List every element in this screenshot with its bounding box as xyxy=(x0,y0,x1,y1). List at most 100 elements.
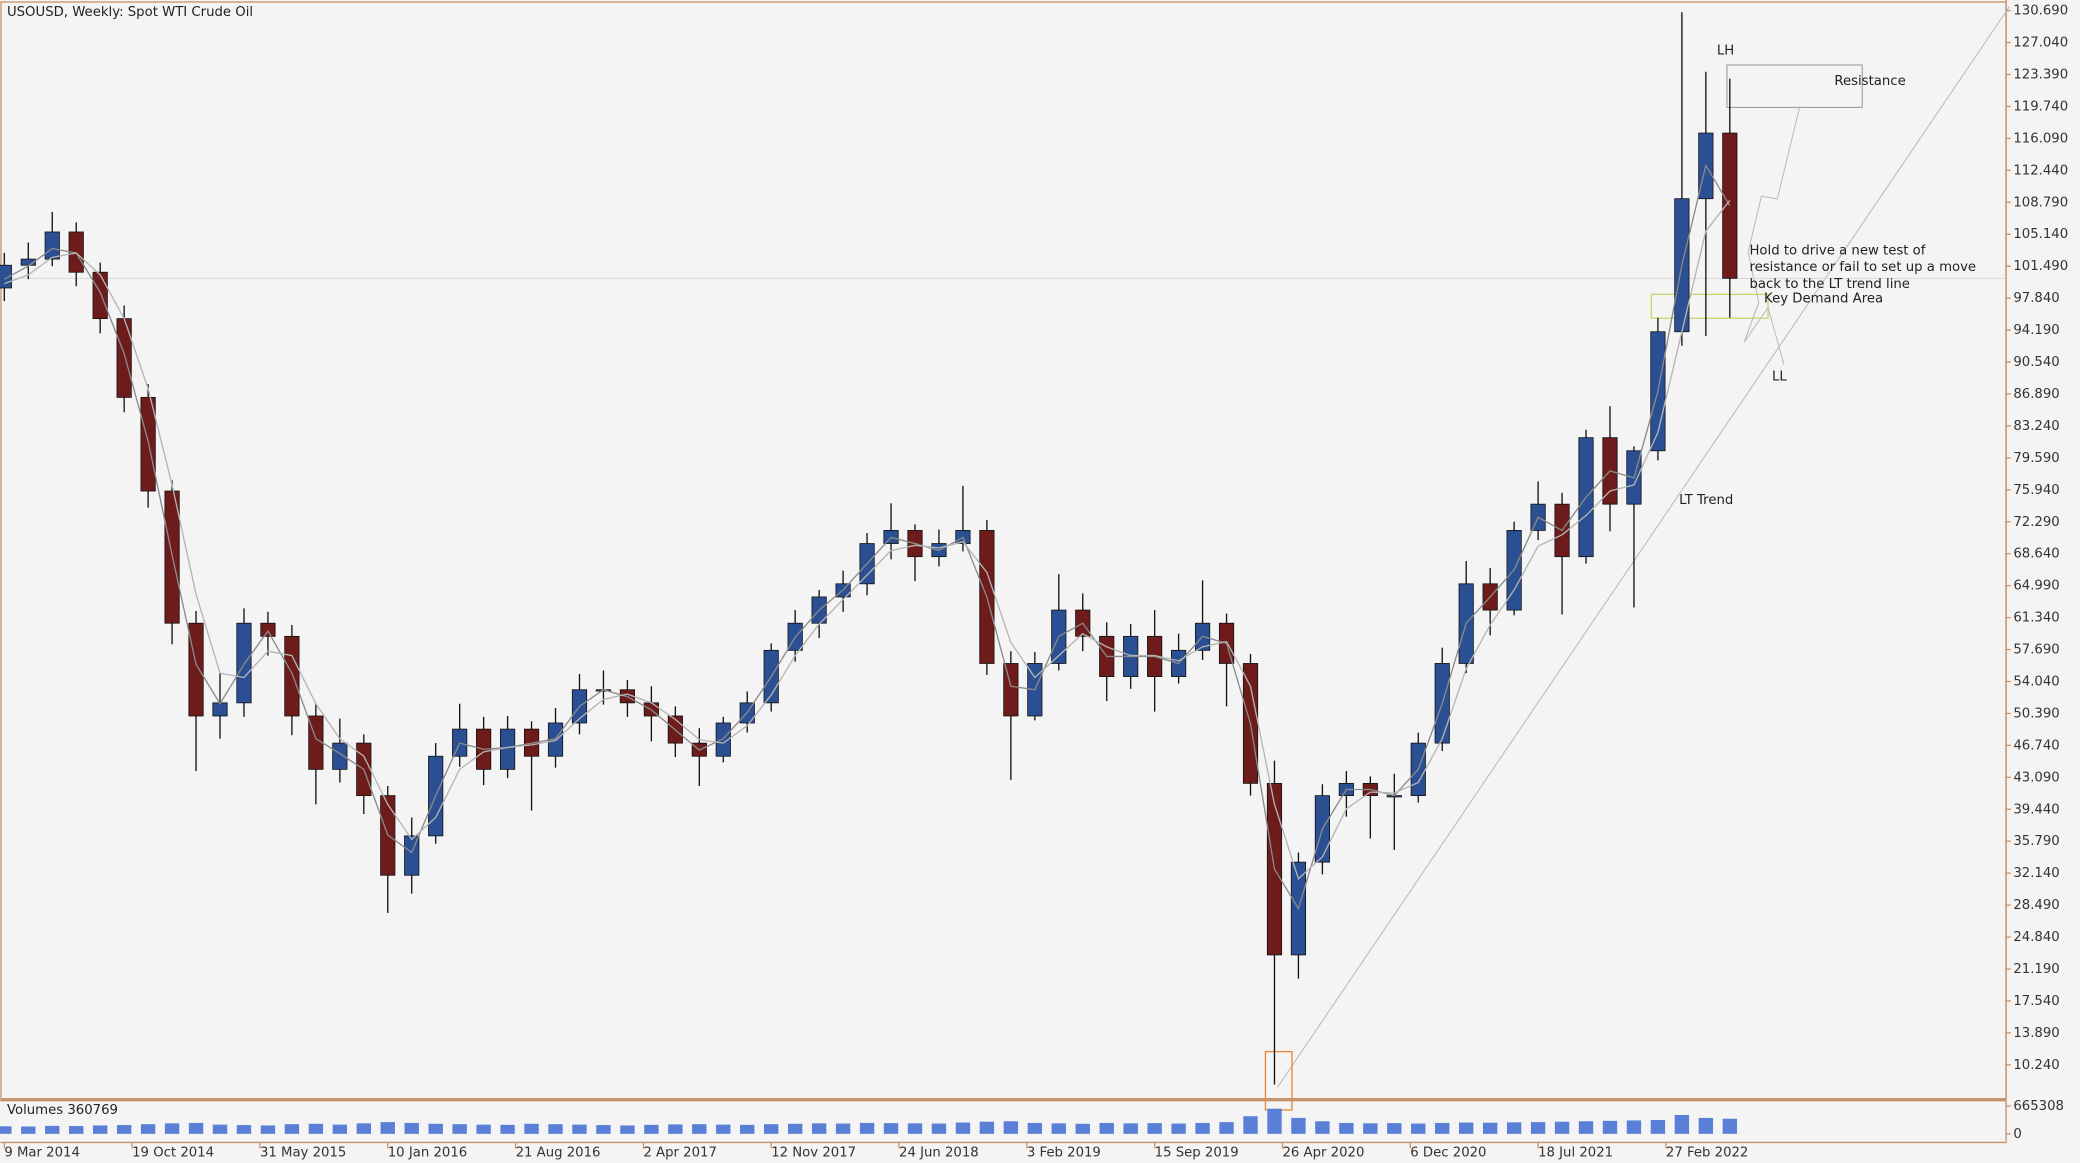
annotation-text: back to the LT trend line xyxy=(1749,277,1909,292)
y-tick-label: 119.740 xyxy=(2013,99,2068,114)
candle-body xyxy=(404,835,420,876)
candle-body xyxy=(236,622,252,704)
volume-bar xyxy=(1147,1123,1162,1134)
volume-bar xyxy=(380,1122,395,1134)
candle-body xyxy=(116,318,132,398)
volume-bar xyxy=(1267,1108,1282,1134)
volume-bar xyxy=(332,1124,348,1134)
volume-bar xyxy=(1051,1123,1066,1134)
volume-bar xyxy=(1554,1121,1570,1134)
y-tick-label: 54.040 xyxy=(2013,674,2059,689)
volume-bar xyxy=(1698,1117,1714,1134)
annotation-text: resistance or fail to set up a move xyxy=(1749,260,1976,275)
candle-body xyxy=(0,264,12,289)
volume-bar xyxy=(1578,1121,1594,1134)
x-tick-label: 19 Oct 2014 xyxy=(132,1145,214,1160)
volume-bar xyxy=(1363,1123,1378,1134)
candle-body xyxy=(188,622,204,717)
y-tick-label: 24.840 xyxy=(2013,930,2059,945)
volume-bar xyxy=(500,1124,515,1134)
y-tick-label: 112.440 xyxy=(2013,163,2068,178)
y-tick-label: 108.790 xyxy=(2013,195,2068,210)
volume-bar xyxy=(260,1125,276,1134)
y-tick-label: 57.690 xyxy=(2013,643,2059,658)
y-tick-label: 35.790 xyxy=(2013,834,2059,849)
volume-bar xyxy=(1506,1122,1522,1134)
volume-bar xyxy=(1219,1122,1234,1134)
volume-bar xyxy=(428,1123,443,1134)
volume-bar xyxy=(1195,1122,1210,1134)
y-tick-label: 97.840 xyxy=(2013,291,2059,306)
y-tick-label: 72.290 xyxy=(2013,515,2059,530)
y-tick-label: 50.390 xyxy=(2013,706,2059,721)
x-tick-label: 15 Sep 2019 xyxy=(1155,1145,1239,1160)
y-tick-label: 105.140 xyxy=(2013,227,2068,242)
volume-bar xyxy=(1482,1122,1498,1134)
volume-bar xyxy=(1003,1121,1019,1134)
annotation-text: Resistance xyxy=(1834,74,1905,89)
volume-bar xyxy=(1171,1123,1186,1134)
y-tick-label: 46.740 xyxy=(2013,738,2059,753)
volume-bar xyxy=(69,1126,84,1134)
candle-body xyxy=(284,635,300,717)
moving-average xyxy=(4,163,1731,911)
volume-bar xyxy=(787,1123,803,1134)
y-tick-label: 83.240 xyxy=(2013,419,2059,434)
volume-bar xyxy=(1530,1122,1546,1134)
y-tick-label: 79.590 xyxy=(2013,451,2059,466)
volume-bar xyxy=(1411,1123,1426,1134)
volume-bar xyxy=(236,1125,252,1134)
annotation-text: LL xyxy=(1772,370,1787,385)
volume-bar xyxy=(1650,1120,1666,1134)
volume-bar xyxy=(1123,1123,1138,1134)
x-tick-label: 21 Aug 2016 xyxy=(516,1145,601,1160)
volume-bar xyxy=(524,1123,539,1134)
volume-bar xyxy=(0,1126,12,1134)
candle-body xyxy=(1003,663,1019,717)
y-tick-label: 116.090 xyxy=(2013,131,2068,146)
volume-bar xyxy=(979,1121,995,1134)
volume-bar xyxy=(1387,1123,1402,1134)
volume-bar xyxy=(596,1125,611,1134)
volume-title: Volumes 360769 xyxy=(7,1103,118,1118)
volume-bar xyxy=(811,1123,827,1134)
x-tick-label: 24 Jun 2018 xyxy=(899,1145,979,1160)
volume-bar xyxy=(1674,1114,1690,1134)
y-tick-label: 101.490 xyxy=(2013,259,2068,274)
y-tick-label: 68.640 xyxy=(2013,547,2059,562)
volume-bar xyxy=(452,1124,467,1134)
volume-bar xyxy=(116,1125,132,1134)
volume-bar xyxy=(668,1124,683,1134)
annotation-text: Key Demand Area xyxy=(1764,291,1883,306)
demand-box xyxy=(1650,293,1769,319)
volume-bar xyxy=(1291,1117,1306,1134)
volume-bar xyxy=(1075,1123,1090,1134)
annotation-layer xyxy=(1264,6,2010,1111)
trend-line xyxy=(1276,6,2010,1088)
volume-bar xyxy=(1435,1122,1450,1134)
y-tick-label: 28.490 xyxy=(2013,898,2059,913)
resistance-box xyxy=(1726,64,1863,108)
volume-bar xyxy=(140,1124,156,1134)
volume-bar xyxy=(308,1123,324,1134)
x-tick-label: 6 Dec 2020 xyxy=(1410,1145,1486,1160)
y-tick-label: 130.690 xyxy=(2013,4,2068,19)
y-tick-label: 75.940 xyxy=(2013,483,2059,498)
projection-path xyxy=(1743,105,1801,365)
volume-bar xyxy=(931,1123,947,1134)
volume-bar xyxy=(404,1122,419,1134)
y-tick-label: 61.340 xyxy=(2013,611,2059,626)
volume-bar xyxy=(45,1125,60,1134)
y-tick-label: 86.890 xyxy=(2013,387,2059,402)
volume-bar xyxy=(1339,1122,1354,1134)
annotation-text: LT Trend xyxy=(1679,493,1733,508)
y-tick-label: 21.190 xyxy=(2013,962,2059,977)
candle-body xyxy=(715,722,731,757)
candle-body xyxy=(260,622,276,637)
volume-tick-label: 0 xyxy=(2013,1127,2021,1142)
candle-body xyxy=(500,728,516,770)
candle-body xyxy=(44,231,60,260)
volume-bar xyxy=(476,1124,491,1134)
